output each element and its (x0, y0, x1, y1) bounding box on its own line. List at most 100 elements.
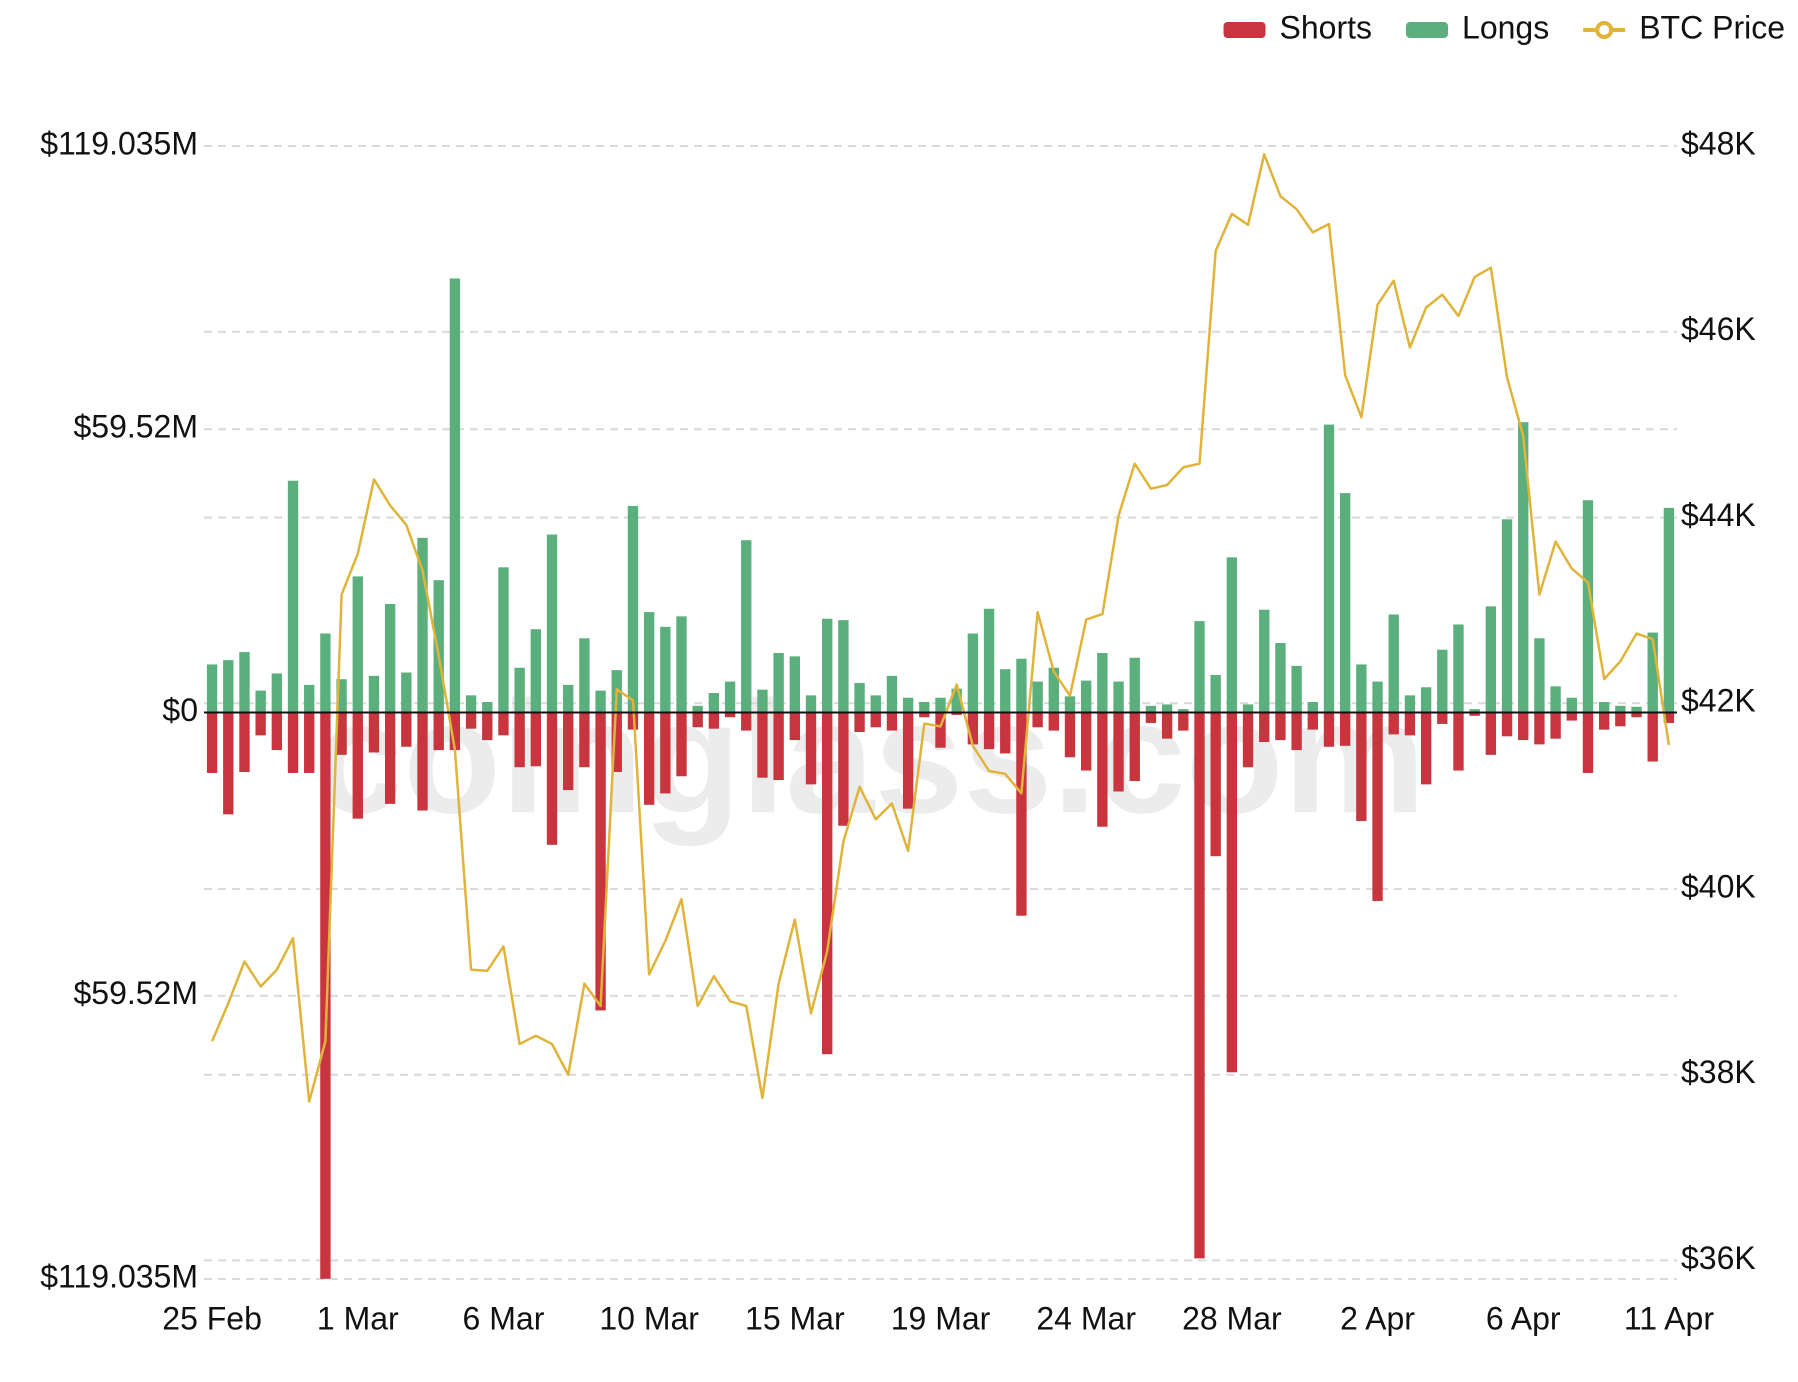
bar (1226, 557, 1238, 713)
bar (1000, 669, 1011, 713)
y-tick-label: $59.52M (73, 409, 198, 445)
bar (967, 633, 979, 713)
bar (546, 534, 558, 713)
bar (1081, 680, 1092, 713)
bar (1615, 712, 1626, 727)
bar (951, 712, 962, 715)
bar (563, 684, 574, 713)
watermark: coinglass.com (314, 667, 1425, 846)
bar (1275, 643, 1286, 713)
bar (1550, 712, 1561, 739)
x-tick-label: 11 Apr (1624, 1300, 1714, 1336)
bar (643, 612, 655, 713)
legend-swatch (1223, 22, 1266, 38)
bar (1501, 712, 1513, 737)
bar (935, 697, 946, 713)
bar (1469, 709, 1480, 713)
bar (1420, 712, 1432, 785)
bar (1663, 507, 1675, 713)
bar (368, 675, 380, 713)
y-tick-label: $0 (162, 692, 198, 728)
bar (482, 712, 493, 741)
bar (983, 712, 995, 750)
bar (724, 712, 736, 718)
bar (1064, 696, 1076, 713)
bar (320, 633, 331, 713)
bar (838, 620, 849, 713)
bar (514, 712, 525, 768)
bar (546, 712, 558, 845)
y2-tick-label: $42K (1681, 683, 1756, 719)
bar (870, 712, 881, 728)
x-tick-label: 15 Mar (745, 1300, 845, 1336)
grid-layer (204, 145, 1677, 1280)
bar (1404, 695, 1416, 713)
x-tick-label: 25 Feb (162, 1300, 262, 1336)
bar (1129, 657, 1140, 713)
bar (1323, 424, 1335, 713)
legend-marker (1595, 21, 1614, 39)
bar (352, 712, 363, 819)
bar (449, 712, 461, 751)
bar (1372, 681, 1383, 713)
bar (1437, 712, 1448, 724)
bar (870, 695, 881, 713)
bar (627, 505, 639, 713)
bar (530, 629, 542, 713)
bar (271, 712, 283, 751)
bar (482, 702, 493, 713)
bar (1534, 712, 1545, 745)
bar (368, 712, 380, 753)
bar (1356, 664, 1367, 713)
bar (1631, 712, 1642, 718)
x-tick-label: 2 Apr (1340, 1300, 1415, 1336)
bar (757, 712, 768, 778)
bar (336, 679, 347, 713)
bar (206, 712, 218, 773)
bar (1016, 658, 1027, 713)
bar (1178, 709, 1189, 713)
bar (902, 697, 914, 713)
bar (1210, 712, 1221, 857)
bar (919, 702, 930, 713)
legend-label: Shorts (1280, 9, 1372, 45)
bar (1323, 712, 1335, 747)
y2-tick-label: $48K (1681, 125, 1756, 161)
bar (1016, 712, 1027, 916)
bar (773, 712, 784, 781)
bar (1566, 697, 1577, 713)
legend-label: Longs (1462, 9, 1549, 45)
bar (789, 712, 800, 741)
bar (660, 626, 671, 713)
bar (692, 712, 703, 728)
bar (1647, 712, 1658, 762)
bar (886, 712, 898, 731)
bar (1161, 712, 1173, 739)
bar (595, 712, 606, 1011)
legend-label: BTC Price (1639, 9, 1785, 45)
bar (433, 580, 444, 713)
bar (1097, 653, 1108, 713)
y2-tick-label: $38K (1681, 1054, 1756, 1090)
bar (805, 695, 817, 713)
bar (1437, 649, 1448, 713)
bar (1259, 609, 1270, 713)
x-tick-label: 6 Mar (463, 1300, 545, 1336)
bar (676, 616, 687, 713)
bar (1210, 674, 1221, 713)
x-tick-label: 28 Mar (1182, 1300, 1282, 1336)
bar (320, 712, 331, 1279)
x-tick-label: 19 Mar (891, 1300, 991, 1336)
bar (384, 603, 396, 713)
bar (287, 712, 299, 773)
bar (579, 712, 590, 768)
bar (902, 712, 914, 809)
bar (1048, 667, 1059, 713)
bar (417, 537, 428, 713)
bar (271, 673, 283, 713)
bar (239, 712, 250, 772)
bar (983, 608, 995, 713)
bar (1453, 712, 1464, 771)
bar (692, 705, 703, 713)
